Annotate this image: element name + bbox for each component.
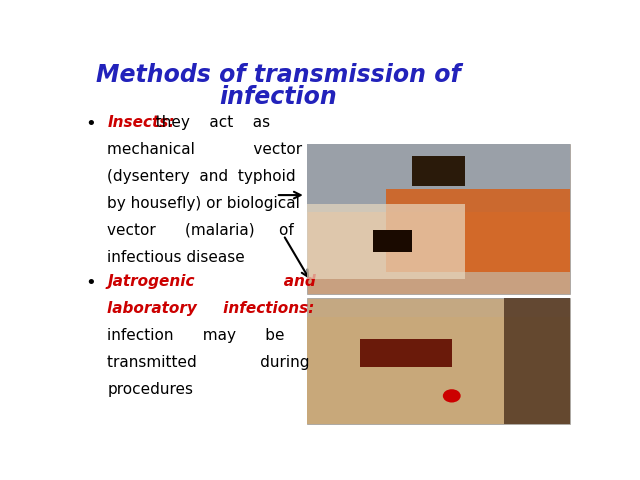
Bar [386, 190, 570, 272]
Circle shape [443, 389, 461, 403]
Text: vector      (malaria)     of: vector (malaria) of [108, 223, 294, 238]
Bar [307, 144, 570, 212]
Bar [307, 298, 570, 423]
Text: •: • [85, 115, 96, 133]
Bar [307, 317, 570, 423]
Bar [412, 156, 465, 186]
Text: (dysentery  and  typhoid: (dysentery and typhoid [108, 169, 296, 184]
Text: they    act    as: they act as [108, 115, 271, 130]
Bar [504, 298, 570, 423]
Text: •: • [85, 274, 96, 292]
Text: mechanical            vector: mechanical vector [108, 142, 303, 157]
Text: procedures: procedures [108, 382, 193, 397]
Text: by housefly) or biological: by housefly) or biological [108, 196, 300, 211]
Text: Insects:: Insects: [108, 115, 175, 130]
Text: laboratory     infections:: laboratory infections: [108, 301, 315, 316]
Text: Jatrogenic                 and: Jatrogenic and [108, 274, 316, 289]
Text: Methods of transmission of: Methods of transmission of [96, 63, 461, 87]
Text: infectious disease: infectious disease [108, 250, 245, 265]
Text: transmitted             during: transmitted during [108, 355, 310, 370]
Text: infection      may      be: infection may be [108, 328, 285, 343]
Text: infection: infection [220, 85, 337, 109]
Bar [307, 144, 570, 294]
Bar [307, 204, 465, 279]
Bar [373, 230, 412, 252]
Bar [360, 339, 452, 367]
